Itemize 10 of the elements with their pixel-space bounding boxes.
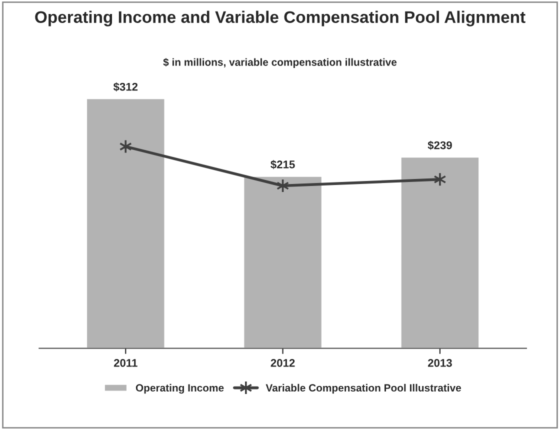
legend-label: Variable Compensation Pool Illustrative [266, 384, 462, 394]
data-label: $312 [113, 82, 138, 92]
data-label: $239 [428, 140, 452, 150]
chart-title: Operating Income and Variable Compensation Pool Alignment [35, 10, 526, 26]
x-tick-label: 2011 [114, 359, 138, 367]
x-tick-label: 2012 [270, 359, 295, 367]
x-tick-label: 2013 [428, 359, 452, 367]
data-label: $215 [270, 160, 295, 170]
chart-subtitle: $ in millions, variable compensation illustrative [163, 58, 397, 68]
legend-label: Operating Income [136, 384, 224, 394]
